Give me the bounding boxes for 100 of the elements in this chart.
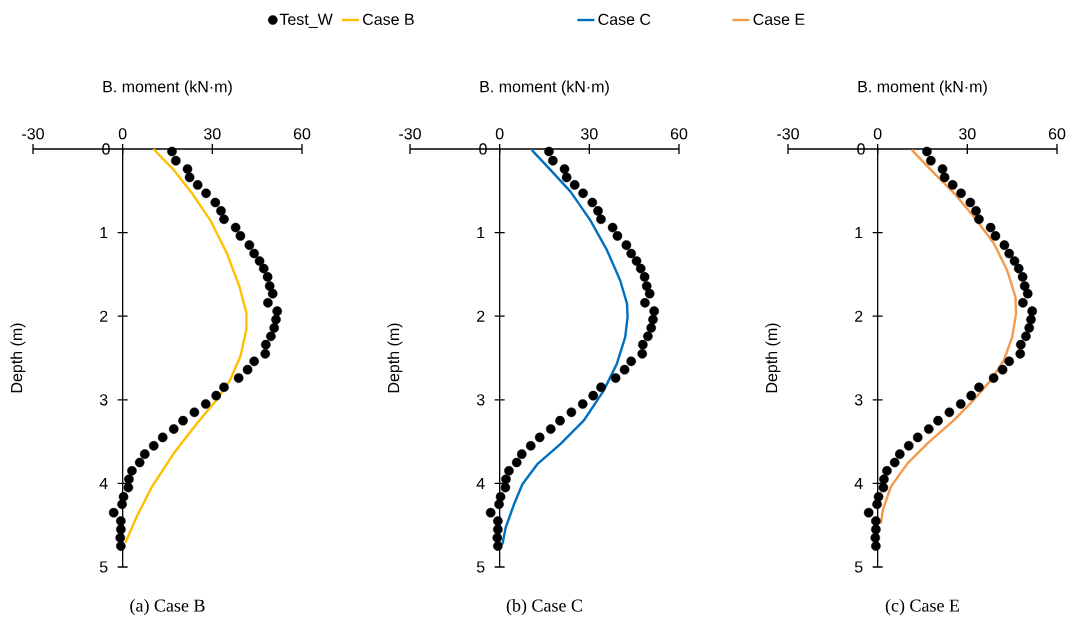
point <box>189 407 200 418</box>
point <box>997 364 1008 375</box>
point <box>178 415 188 426</box>
y-tick-label: 3 <box>854 394 863 406</box>
x-tick-label: 30 <box>581 128 598 140</box>
point <box>1004 356 1014 367</box>
point <box>148 440 159 451</box>
point <box>493 524 503 535</box>
y-tick-label: 2 <box>855 310 863 322</box>
point <box>566 407 577 418</box>
x-tick-label: -30 <box>399 128 421 140</box>
point <box>500 482 511 493</box>
point <box>610 373 621 383</box>
point <box>587 197 598 208</box>
point <box>116 524 126 535</box>
point <box>115 532 126 543</box>
point <box>242 364 253 375</box>
point <box>947 180 958 190</box>
legend-label: Case C <box>598 13 651 26</box>
point <box>262 272 273 282</box>
point <box>123 482 134 493</box>
point <box>545 424 556 434</box>
point <box>267 288 278 299</box>
point <box>244 240 255 250</box>
point <box>607 222 618 233</box>
y-axis-title: Depth (m) <box>10 323 26 393</box>
point <box>912 432 923 443</box>
point <box>878 482 889 493</box>
point <box>168 424 179 434</box>
point <box>635 263 646 274</box>
point <box>1024 323 1034 333</box>
y-tick-label: 5 <box>476 561 485 573</box>
point <box>171 155 181 166</box>
x-tick-label: 30 <box>204 128 221 140</box>
point <box>933 415 943 426</box>
point <box>561 172 572 183</box>
point <box>643 331 653 342</box>
point <box>210 197 221 208</box>
point <box>1027 306 1037 316</box>
point <box>626 356 636 367</box>
x-tick-label: -30 <box>22 128 44 140</box>
y-tick-label: 5 <box>854 561 863 573</box>
point <box>230 222 241 233</box>
point <box>903 440 914 451</box>
point <box>1013 263 1024 274</box>
point <box>638 339 648 350</box>
legend-label: Test_W <box>279 13 333 28</box>
y-tick-label: 3 <box>99 394 108 406</box>
point <box>631 256 642 266</box>
point <box>889 457 900 468</box>
point <box>493 541 503 551</box>
point <box>200 399 211 409</box>
y-tick-label: 1 <box>100 227 108 239</box>
point <box>569 180 580 190</box>
y-tick-label: 2 <box>477 310 485 322</box>
point <box>134 457 145 468</box>
point <box>124 474 134 485</box>
point <box>593 206 603 216</box>
point <box>167 146 177 157</box>
y-tick-label: 3 <box>476 394 485 406</box>
point <box>254 256 265 266</box>
point <box>182 164 193 174</box>
point <box>872 499 882 510</box>
point <box>965 197 976 208</box>
point <box>971 206 981 216</box>
x-tick-label: 60 <box>670 128 688 140</box>
point <box>548 155 558 166</box>
point <box>939 172 950 183</box>
legend-label: Case B <box>363 13 414 26</box>
x-tick-label: 30 <box>959 128 976 140</box>
point <box>1009 256 1020 266</box>
y-tick-label: 1 <box>477 227 485 239</box>
point <box>871 541 881 551</box>
point <box>988 373 999 383</box>
point <box>870 532 881 543</box>
point <box>999 240 1010 250</box>
point <box>955 399 966 409</box>
point <box>1017 272 1028 282</box>
point <box>640 298 650 308</box>
point <box>266 331 276 342</box>
point <box>269 323 279 333</box>
point <box>578 188 588 199</box>
point <box>516 449 527 459</box>
x-axis-title: B. moment (kN·m) <box>858 80 987 96</box>
point <box>263 298 273 308</box>
x-tick-label: 60 <box>1048 128 1066 140</box>
point <box>649 306 659 316</box>
point <box>555 415 565 426</box>
point <box>139 449 150 459</box>
y-tick-label: 2 <box>100 310 108 322</box>
point <box>249 356 259 367</box>
point <box>233 373 244 383</box>
point <box>612 231 623 241</box>
point <box>504 466 514 476</box>
point <box>258 263 269 274</box>
point <box>492 532 503 543</box>
point <box>219 382 229 393</box>
point <box>648 314 658 325</box>
point <box>974 214 984 225</box>
text: (b) Case C <box>506 598 582 616</box>
